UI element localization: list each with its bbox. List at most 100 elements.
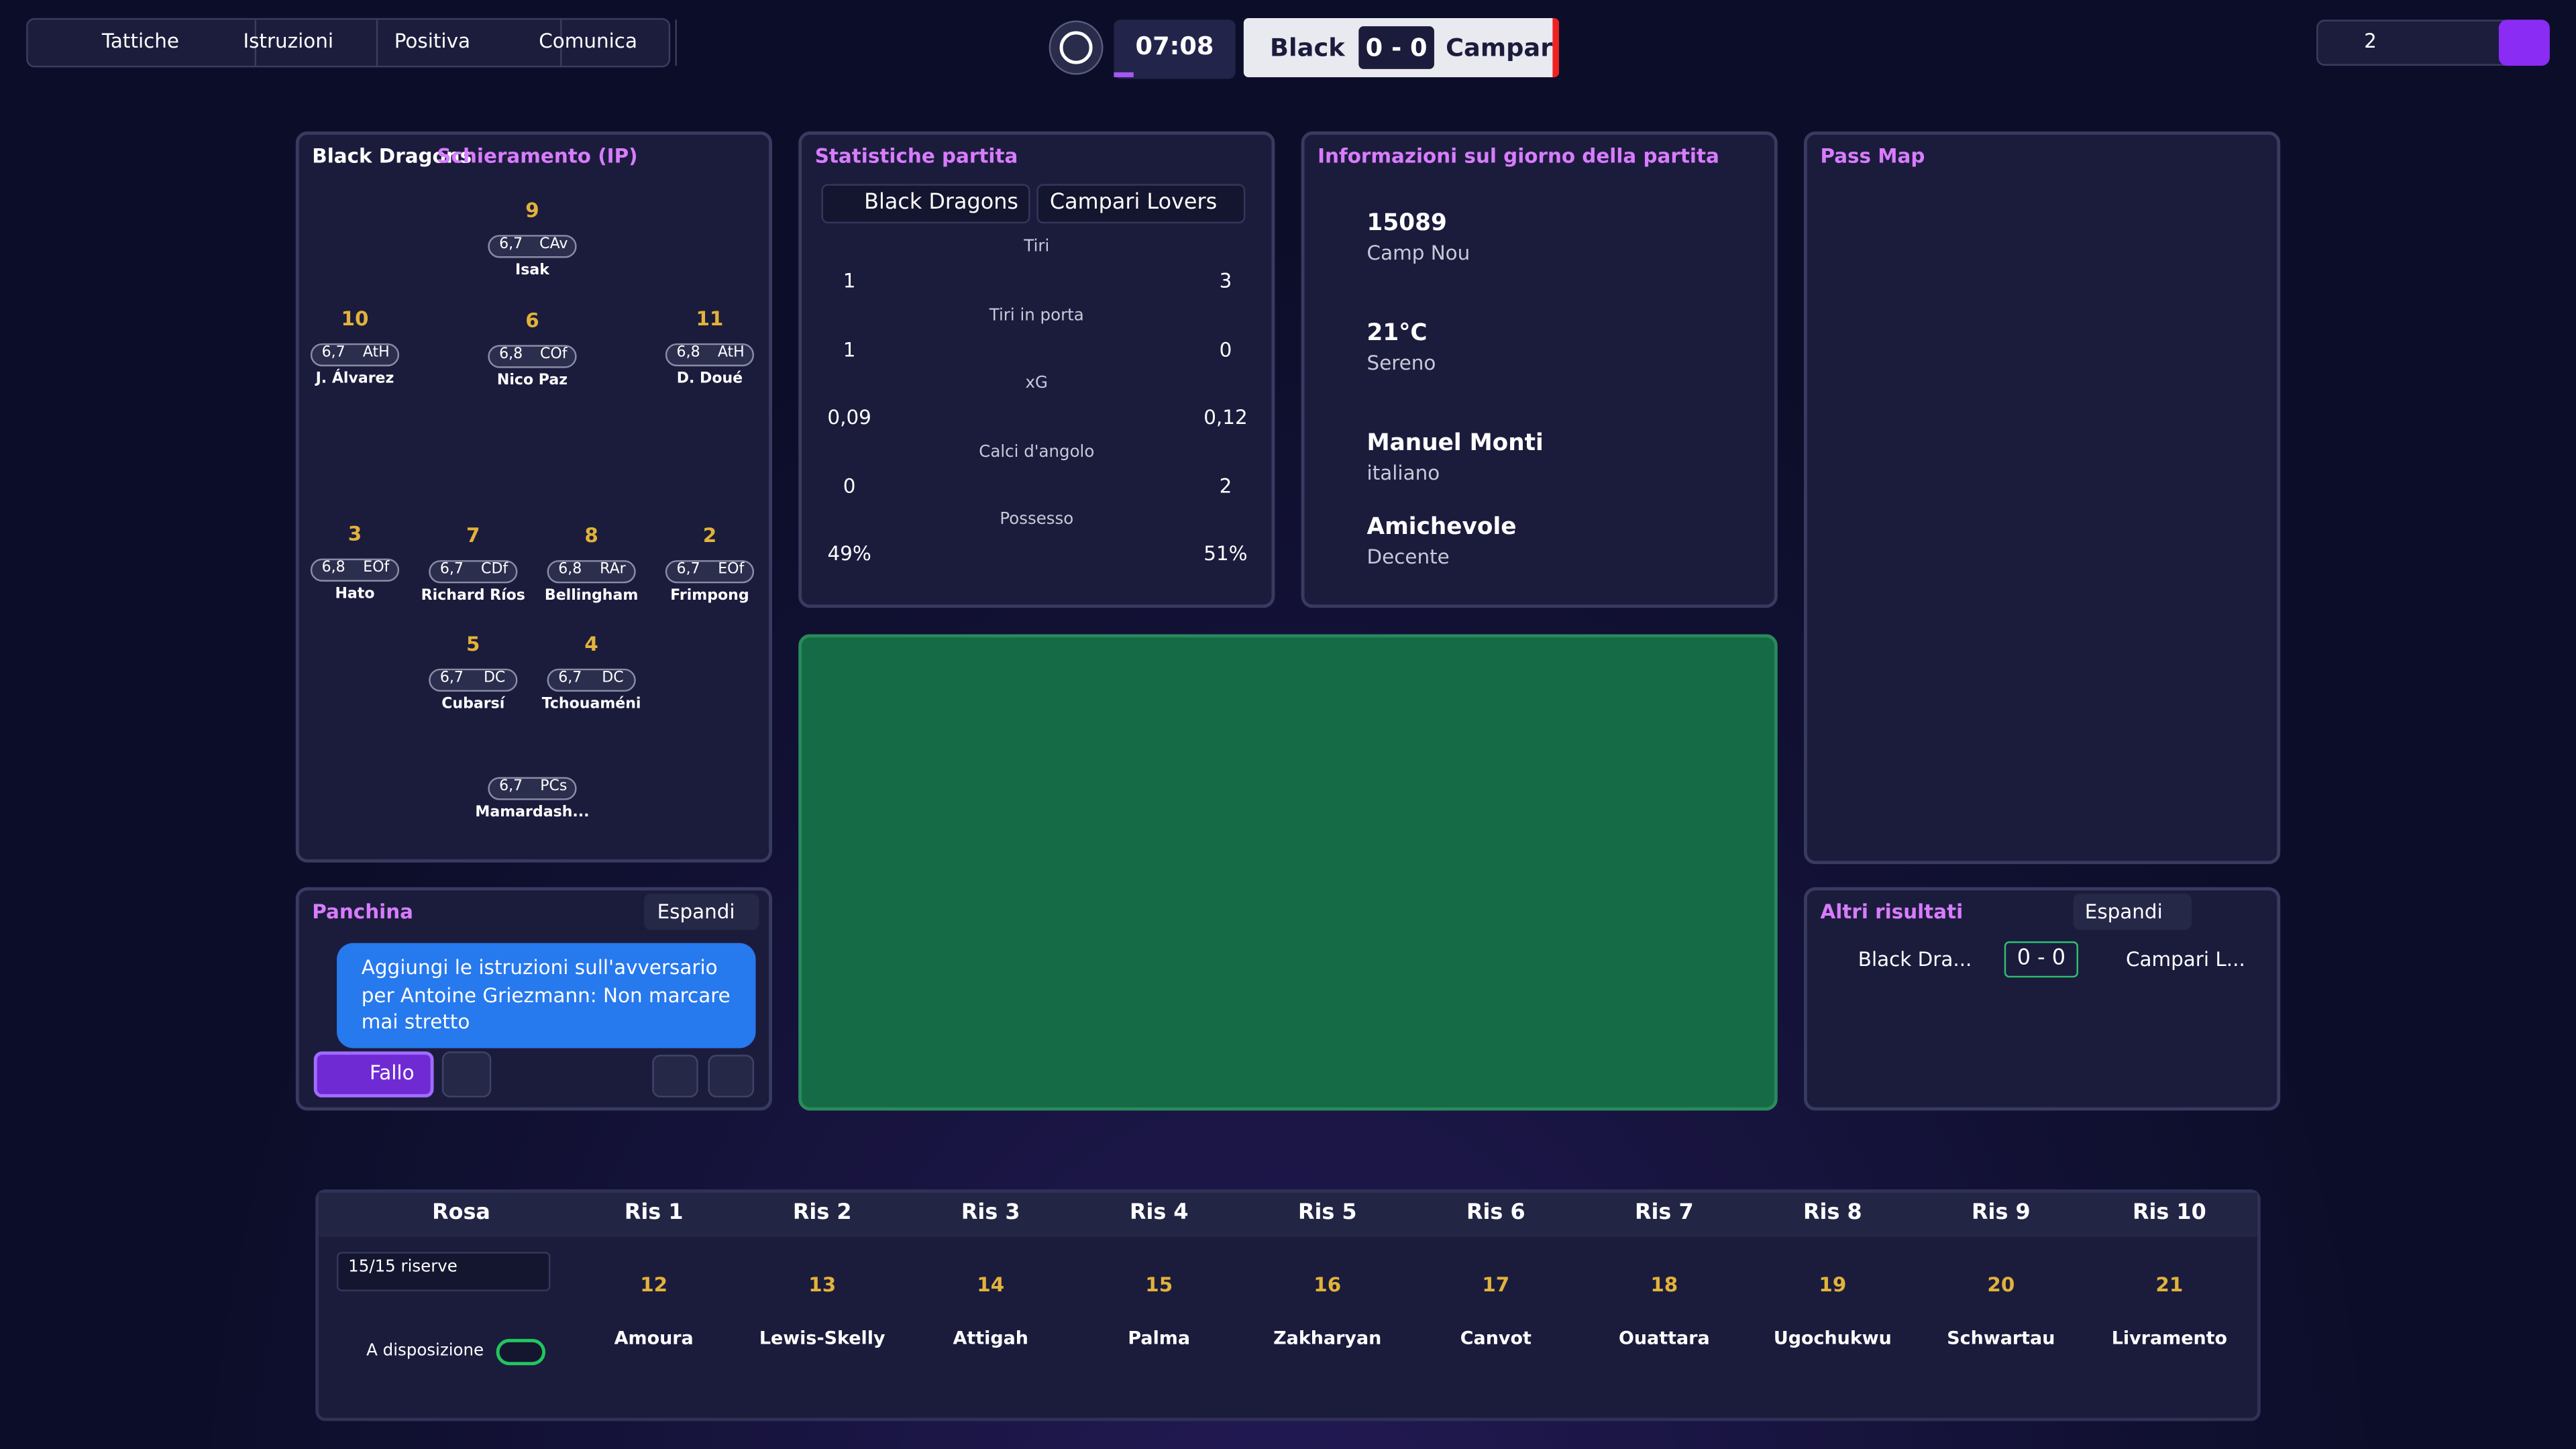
available: A disposizione — [366, 1342, 484, 1360]
stats-title: Statistiche partita — [814, 144, 1018, 168]
player-name: Bellingham — [544, 588, 639, 605]
rating: 6,7 — [439, 670, 464, 687]
player-name: Tchouaméni — [541, 696, 641, 713]
player-name: Amoura — [614, 1327, 694, 1349]
toggle[interactable] — [496, 1338, 546, 1366]
rating: 6,7 — [558, 670, 582, 687]
role: EOf — [718, 561, 745, 579]
next-button[interactable] — [708, 1055, 755, 1097]
player-name: Mamardash... — [475, 805, 590, 822]
play-button[interactable] — [2498, 19, 2550, 66]
team-tab-label: Black Dragons — [864, 191, 1018, 215]
roster-title: Rosa — [432, 1201, 490, 1226]
stat-label: Calci d'angolo — [979, 443, 1095, 462]
player-name: Richard Ríos — [421, 588, 525, 605]
player-name: Cubarsí — [441, 696, 505, 713]
shirt-number: 10 — [341, 307, 369, 331]
shirt-number: 16 — [1313, 1273, 1342, 1297]
player-name: D. Doué — [676, 371, 743, 388]
slot-label: Ris 2 — [792, 1201, 852, 1226]
toolbar-button[interactable] — [529, 19, 677, 66]
rating-pill — [665, 343, 755, 367]
result-score: 0 - 0 — [2004, 941, 2078, 978]
reserves: 15/15 riserve — [348, 1258, 458, 1277]
player-name: Ugochukwu — [1773, 1327, 1892, 1349]
toolbar-label: Tattiche — [101, 30, 180, 53]
slot-label: Ris 6 — [1466, 1201, 1525, 1226]
shirt-number: 5 — [466, 632, 480, 656]
prev-button[interactable] — [652, 1055, 698, 1097]
player-name: Lewis-Skelly — [759, 1327, 885, 1349]
role: RAr — [600, 561, 626, 579]
rating-pill — [429, 560, 518, 584]
cancel-button[interactable] — [441, 1051, 492, 1097]
stat-away: 0,12 — [1203, 406, 1248, 429]
info-sub: Camp Nou — [1366, 241, 1470, 265]
rating-pill — [488, 345, 577, 368]
toolbar-label: Positiva — [394, 30, 470, 53]
rating: 6,8 — [676, 345, 700, 362]
slot-label: Ris 5 — [1297, 1201, 1357, 1226]
rating: 6,7 — [321, 345, 345, 362]
slot-label: Ris 1 — [624, 1201, 684, 1226]
message: Aggiungi le istruzioni sull'avversario p… — [337, 943, 756, 1049]
toolbar-label: Istruzioni — [243, 30, 334, 53]
role: DC — [602, 670, 624, 687]
toolbar-button[interactable] — [233, 19, 378, 66]
toolbar-button[interactable] — [384, 19, 562, 66]
stat-label: Tiri — [1024, 238, 1050, 257]
clock-box — [1114, 19, 1236, 79]
stat-label: Possesso — [1000, 511, 1074, 530]
stat-home: 1 — [843, 337, 856, 361]
stat-label: xG — [1025, 374, 1049, 393]
rating-pill — [547, 560, 636, 584]
expand-label: Espandi — [2084, 900, 2163, 924]
player-name: Palma — [1128, 1327, 1191, 1349]
stat-away: 51% — [1203, 543, 1248, 566]
team-tab — [821, 184, 1030, 224]
team-tab-label: Campari Lovers — [1049, 191, 1218, 215]
team-tab — [1036, 184, 1246, 224]
reserves-box — [337, 1252, 551, 1291]
result-home: Black Dra... — [1858, 948, 1972, 971]
toolbar-button[interactable] — [92, 19, 257, 66]
shirt-number: 21 — [2155, 1273, 2184, 1297]
rating: 6,7 — [499, 778, 523, 796]
player-name: Hato — [335, 586, 375, 603]
stat-away: 3 — [1219, 269, 1232, 292]
shirt-number: 17 — [1482, 1273, 1510, 1297]
shirt-number: 7 — [466, 524, 480, 547]
expand-button[interactable] — [2073, 894, 2192, 930]
info-panel — [1301, 131, 1778, 608]
rating-pill — [488, 777, 577, 800]
roster-header — [319, 1192, 2257, 1238]
role: COf — [540, 346, 568, 364]
rating: 6,7 — [676, 561, 700, 579]
shirt-number: 19 — [1819, 1273, 1847, 1297]
away-name: Campar — [1446, 32, 1553, 63]
lineup-title: Schieramento (IP) — [437, 144, 638, 168]
confirm-button[interactable] — [313, 1051, 434, 1097]
slot-label: Ris 4 — [1129, 1201, 1189, 1226]
shirt-number: 4 — [584, 632, 598, 656]
pitch-panel — [798, 634, 1778, 1111]
player-name: Zakharyan — [1273, 1327, 1382, 1349]
toolbar — [26, 17, 671, 68]
stat-label: Tiri in porta — [989, 306, 1084, 325]
slot-label: Ris 3 — [961, 1201, 1020, 1226]
shirt-number: 9 — [525, 199, 539, 222]
bench-title: Panchina — [312, 900, 413, 924]
clock: 07:08 — [1135, 31, 1214, 61]
rating-pill — [665, 560, 755, 584]
clock-progress — [1114, 72, 1134, 78]
users-count: 2 — [2364, 30, 2377, 53]
stat-home: 1 — [843, 269, 856, 292]
logo-inner — [1059, 31, 1093, 64]
shirt-number: 15 — [1145, 1273, 1173, 1297]
player-name: Livramento — [2111, 1327, 2228, 1349]
info-value: 15089 — [1366, 210, 1447, 237]
score-box — [1358, 26, 1434, 69]
role: DC — [483, 670, 506, 687]
expand-button[interactable] — [644, 894, 759, 930]
shirt-number: 6 — [525, 309, 539, 332]
